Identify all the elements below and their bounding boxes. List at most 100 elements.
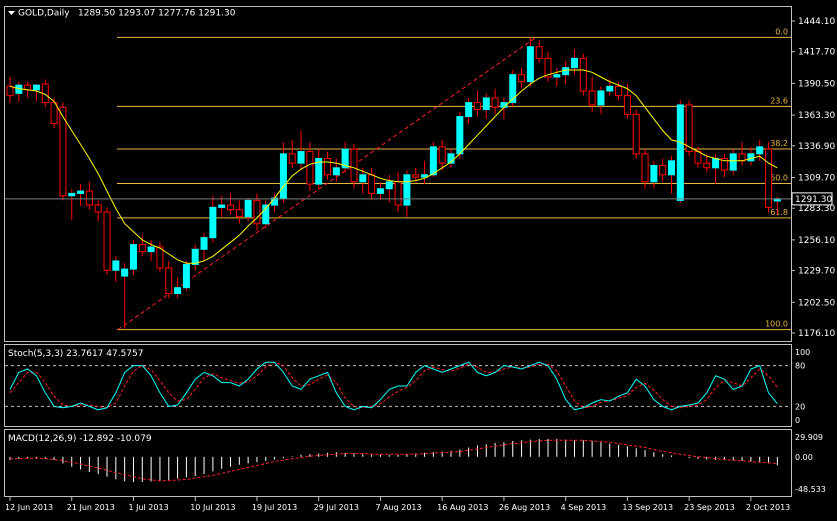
time-tick-label: 16 Aug 2013: [437, 503, 488, 512]
candle-body: [324, 157, 332, 176]
candle-body: [473, 102, 481, 111]
candle-body: [218, 204, 226, 208]
macd-pane: 29.909 0.00 -48.533: [9, 433, 826, 494]
candle-body: [191, 248, 199, 265]
candle-body: [341, 148, 349, 169]
macd-frame: [4, 429, 792, 497]
candle-body: [68, 192, 76, 197]
symbol-title: GOLD,Daily: [18, 9, 70, 19]
current-price-marker: 1291.30: [5, 192, 833, 206]
macd-axis-label: 0.00: [795, 453, 813, 462]
candle-body: [588, 90, 596, 106]
candle-body: [209, 206, 217, 239]
candle-body: [403, 174, 411, 206]
stochastic-frame: [4, 344, 792, 427]
candle-body: [227, 204, 234, 211]
candle-body: [85, 190, 93, 206]
candle-body: [6, 85, 14, 97]
candle-body: [456, 116, 464, 155]
candle-body: [421, 174, 429, 178]
price-tick-label: 1309.70: [798, 173, 835, 183]
candle-body: [482, 97, 490, 111]
candle-body: [623, 95, 631, 115]
fibo-level-label: 100.0: [765, 320, 788, 329]
candle-body: [579, 57, 587, 92]
candle-body: [94, 204, 102, 213]
current-price-box: [791, 192, 833, 206]
candle-body: [147, 246, 155, 253]
stoch-axis-label: 20: [795, 402, 805, 411]
time-tick-label: 23 Sep 2013: [684, 503, 735, 512]
fibo-level-label: 38.2: [770, 139, 788, 148]
time-tick-label: 1 Jul 2013: [128, 503, 168, 512]
stoch-signal-line: [9, 361, 778, 409]
price-tick-label: 1390.50: [798, 79, 835, 89]
candle-body: [129, 244, 137, 270]
candle-body: [562, 67, 570, 76]
candle-body: [262, 204, 270, 225]
candle-body: [359, 174, 367, 183]
price-tick-label: 1202.50: [798, 298, 835, 308]
time-tick-label: 4 Sep 2013: [561, 503, 607, 512]
candle-body: [570, 57, 578, 69]
candle-body: [200, 237, 208, 250]
price-tick-label: 1283.30: [798, 204, 835, 214]
candle-body: [491, 97, 499, 108]
candle-body: [182, 263, 190, 289]
candle-body: [59, 106, 67, 197]
stoch-axis-label: 0: [795, 416, 800, 425]
candle-body: [668, 160, 675, 176]
macd-axis-label: -48.533: [795, 485, 826, 494]
stoch-axis-label: 80: [795, 362, 805, 371]
candle-body: [615, 85, 623, 97]
price-axis: 1444.10 1417.70 1390.50 1363.30 1336.90 1309.…: [791, 17, 835, 339]
candle-body: [447, 153, 455, 164]
macd-axis-label: 29.909: [795, 433, 823, 442]
candle-body: [676, 104, 684, 201]
fibo-level-label: 61.8: [770, 208, 788, 217]
candle-body: [597, 90, 605, 106]
time-axis: 12 Jun 2013 21 Jun 2013 1 Jul 2013 10 Jul 2…: [5, 497, 790, 512]
candle-body: [156, 246, 164, 269]
time-tick-label: 12 Jun 2013: [5, 503, 53, 512]
stoch-axis-label: 100: [795, 348, 810, 357]
time-tick-label: 2 Oct 2013: [746, 503, 790, 512]
candle-body: [297, 151, 305, 164]
price-tick-label: 1229.70: [798, 267, 835, 277]
candle-body: [438, 146, 446, 164]
time-tick-label: 7 Aug 2013: [375, 503, 421, 512]
candle-body: [394, 181, 402, 206]
candle-body: [368, 174, 376, 194]
candle-body: [103, 211, 111, 271]
candle-body: [659, 164, 667, 176]
candle-body: [306, 151, 314, 185]
current-price-label: 1291.30: [795, 195, 832, 205]
candle-body: [385, 181, 393, 190]
candle-body: [244, 199, 252, 218]
candle-body: [535, 46, 543, 59]
candle-body: [253, 199, 261, 225]
fibonacci-retracement[interactable]: 0.0 23.6 38.2 50.0 61.8 100.0: [117, 27, 791, 331]
candle-body: [32, 84, 40, 91]
candle-body: [632, 113, 640, 155]
candle-body: [376, 188, 384, 194]
candle-body: [606, 85, 614, 92]
moving-average-line: [9, 69, 778, 264]
time-tick-label: 29 Jul 2013: [314, 503, 359, 512]
candle-body: [112, 260, 120, 271]
candle-body: [518, 74, 526, 83]
price-tick-label: 1176.10: [798, 329, 835, 339]
fibo-level-label: 23.6: [770, 96, 788, 105]
candle-body: [694, 151, 702, 164]
price-tick-label: 1336.90: [798, 142, 835, 152]
candle-body: [720, 157, 728, 171]
stochastic-label: Stoch(5,3,3) 23.7617 47.5757: [8, 349, 143, 359]
candle-body: [429, 146, 437, 176]
candle-body: [121, 268, 129, 277]
price-tick-label: 1256.10: [798, 236, 835, 246]
candle-body: [712, 157, 720, 169]
price-tick-label: 1363.30: [798, 111, 835, 121]
symbol-menu-triangle-icon[interactable]: [8, 11, 15, 15]
